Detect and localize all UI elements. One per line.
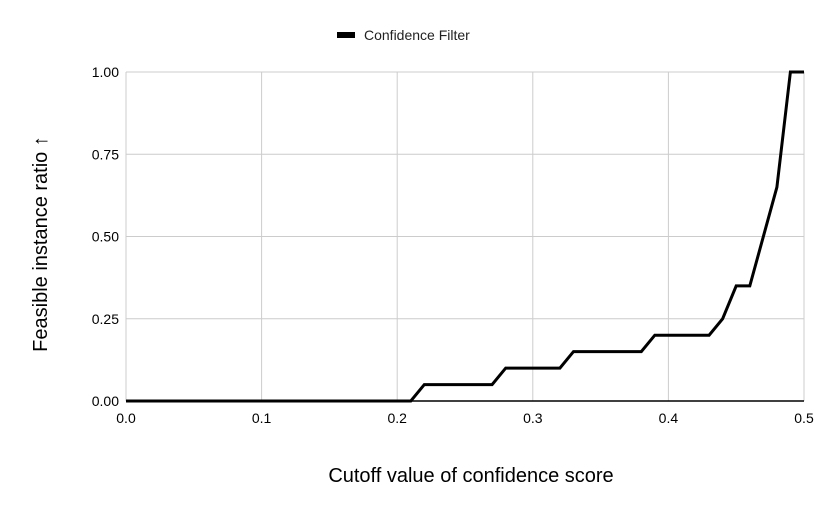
x-tick-label: 0.2	[387, 410, 407, 426]
y-tick-label: 0.00	[92, 393, 119, 409]
y-tick-label: 1.00	[92, 64, 119, 80]
x-tick-label: 0.5	[794, 410, 814, 426]
x-tick-label: 0.3	[523, 410, 543, 426]
y-tick-label: 0.50	[92, 229, 119, 245]
legend: Confidence Filter	[337, 27, 470, 43]
series-lines	[126, 70, 804, 403]
series-line-confidence-filter	[126, 70, 804, 403]
y-axis-title: Feasible instance ratio ↑	[30, 136, 52, 352]
x-axis-title: Cutoff value of confidence score	[328, 465, 613, 487]
x-tick-label: 0.4	[659, 410, 679, 426]
legend-swatch	[337, 32, 355, 38]
x-tick-labels: 0.0 0.1 0.2 0.3 0.4 0.5	[116, 410, 814, 426]
y-tick-labels: 0.00 0.25 0.50 0.75 1.00	[92, 64, 119, 409]
legend-label: Confidence Filter	[364, 27, 470, 43]
grid-lines	[125, 71, 805, 401]
x-tick-label: 0.1	[252, 410, 272, 426]
y-tick-label: 0.75	[92, 146, 119, 162]
y-tick-label: 0.25	[92, 311, 119, 327]
x-tick-label: 0.0	[116, 410, 136, 426]
